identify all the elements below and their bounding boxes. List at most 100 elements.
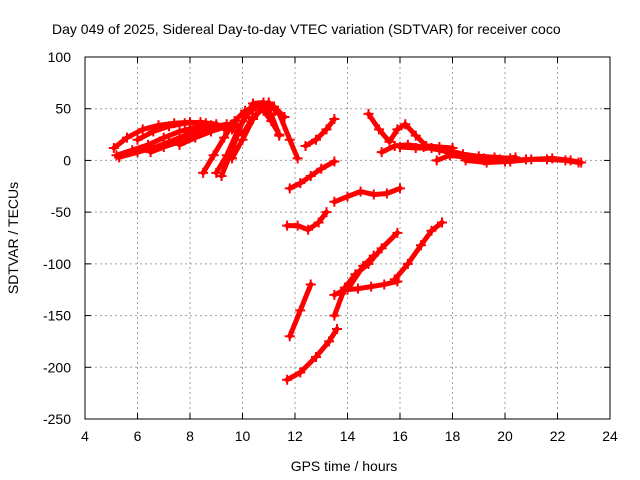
y-tick-label: -200 bbox=[43, 359, 71, 375]
data-point-marker bbox=[332, 324, 342, 335]
data-point-marker bbox=[389, 274, 400, 285]
y-tick-label: -50 bbox=[51, 204, 71, 220]
data-point-marker bbox=[303, 224, 314, 235]
data-point-marker bbox=[179, 118, 190, 129]
data-point-marker bbox=[145, 147, 156, 158]
data-point-marker bbox=[292, 220, 303, 231]
data-point-marker bbox=[219, 122, 230, 133]
data-point-marker bbox=[392, 124, 403, 135]
data-point-marker bbox=[316, 163, 327, 174]
data-point-marker bbox=[358, 260, 369, 271]
data-point-marker bbox=[437, 217, 447, 228]
data-point-marker bbox=[374, 124, 384, 135]
x-axis-title: GPS time / hours bbox=[291, 458, 398, 474]
data-point-marker bbox=[148, 126, 159, 137]
data-point-marker bbox=[395, 183, 405, 194]
data-point-marker bbox=[376, 147, 387, 158]
data-point-marker bbox=[248, 98, 258, 109]
data-point-marker bbox=[132, 147, 143, 158]
data-point-marker bbox=[114, 152, 125, 163]
y-tick-label: 0 bbox=[63, 152, 71, 168]
y-axis-title: SDTVAR / TECUs bbox=[5, 182, 21, 294]
data-point-marker bbox=[282, 374, 293, 385]
data-point-marker bbox=[444, 150, 455, 161]
data-point-marker bbox=[158, 132, 169, 143]
y-tick-label: 50 bbox=[55, 101, 71, 117]
data-point-marker bbox=[426, 143, 437, 154]
data-point-marker bbox=[329, 114, 340, 125]
data-point-marker bbox=[565, 155, 576, 166]
data-point-marker bbox=[442, 145, 453, 156]
y-tick-label: 100 bbox=[48, 49, 72, 65]
x-tick-label: 16 bbox=[392, 428, 408, 444]
data-point-marker bbox=[329, 196, 340, 207]
data-point-marker bbox=[311, 351, 321, 362]
data-point-marker bbox=[426, 225, 437, 236]
data-point-marker bbox=[313, 217, 324, 228]
data-point-marker bbox=[164, 121, 174, 132]
y-tick-label: -250 bbox=[43, 411, 71, 427]
data-point-marker bbox=[311, 134, 321, 145]
data-point-marker bbox=[206, 126, 216, 137]
data-point-marker bbox=[216, 170, 227, 181]
data-point-marker bbox=[282, 220, 293, 231]
data-point-marker bbox=[158, 141, 169, 152]
data-point-marker bbox=[269, 103, 279, 114]
y-axis-ticks: 100 50 0 -50 -100 -150 -200 -250 bbox=[43, 49, 610, 427]
x-tick-label: 4 bbox=[81, 428, 89, 444]
data-point-marker bbox=[219, 132, 230, 143]
data-point-marker bbox=[208, 150, 219, 161]
data-point-marker bbox=[274, 129, 285, 140]
data-point-marker bbox=[366, 281, 377, 292]
data-point-marker bbox=[410, 130, 421, 141]
grid bbox=[85, 57, 610, 419]
data-point-marker bbox=[384, 136, 395, 147]
data-point-marker bbox=[248, 111, 258, 122]
data-point-marker bbox=[324, 336, 335, 347]
data-point-marker bbox=[195, 117, 206, 128]
data-point-marker bbox=[174, 126, 185, 137]
data-point-marker bbox=[329, 310, 340, 321]
y-tick-label: -100 bbox=[43, 256, 71, 272]
data-point-marker bbox=[376, 243, 387, 254]
x-tick-label: 12 bbox=[287, 428, 303, 444]
data-point-marker bbox=[410, 143, 421, 154]
data-point-marker bbox=[329, 156, 340, 167]
data-point-marker bbox=[300, 140, 311, 151]
data-point-marker bbox=[400, 119, 411, 130]
data-point-marker bbox=[402, 258, 413, 269]
data-point-marker bbox=[381, 188, 392, 199]
data-point-marker bbox=[284, 331, 295, 342]
data-point-marker bbox=[237, 116, 248, 127]
data-point-marker bbox=[547, 153, 558, 164]
data-point-marker bbox=[227, 153, 237, 164]
data-point-marker bbox=[355, 186, 366, 197]
data-point-marker bbox=[295, 367, 306, 378]
data-point-marker bbox=[526, 154, 537, 165]
x-tick-label: 18 bbox=[445, 428, 461, 444]
data-point-marker bbox=[295, 305, 306, 316]
x-tick-label: 10 bbox=[235, 428, 251, 444]
data-point-marker bbox=[416, 240, 426, 251]
x-tick-label: 6 bbox=[134, 428, 142, 444]
data-point-marker bbox=[122, 132, 132, 143]
data-point-marker bbox=[353, 283, 363, 294]
data-point-marker bbox=[321, 207, 332, 218]
data-point-marker bbox=[505, 156, 516, 167]
data-point-marker bbox=[284, 183, 295, 194]
data-series bbox=[108, 97, 587, 385]
data-point-marker bbox=[329, 289, 340, 300]
series-line-15 bbox=[284, 209, 329, 233]
data-point-marker bbox=[431, 155, 442, 166]
data-point-marker bbox=[211, 167, 222, 178]
chart-title: Day 049 of 2025, Sidereal Day-to-day VTE… bbox=[52, 21, 561, 37]
data-point-marker bbox=[174, 139, 185, 150]
series-line-16 bbox=[331, 185, 403, 205]
x-tick-label: 24 bbox=[602, 428, 618, 444]
data-point-marker bbox=[368, 189, 379, 200]
data-point-marker bbox=[258, 105, 269, 116]
data-point-marker bbox=[321, 124, 332, 135]
y-tick-label: -150 bbox=[43, 308, 71, 324]
data-point-marker bbox=[460, 155, 471, 166]
data-point-marker bbox=[266, 116, 277, 127]
